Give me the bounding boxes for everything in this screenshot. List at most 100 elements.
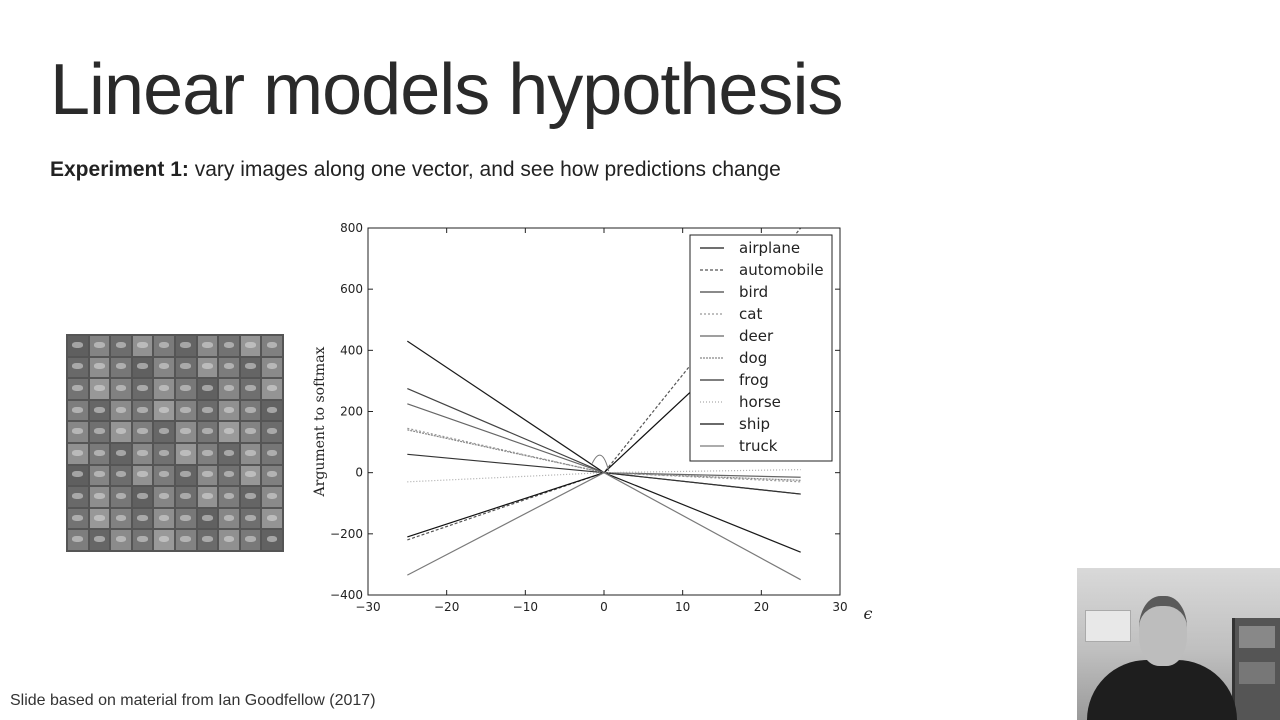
image-thumbnail bbox=[132, 530, 153, 550]
image-thumbnail bbox=[176, 422, 196, 442]
image-thumbnail bbox=[111, 444, 131, 464]
x-tick-label: −30 bbox=[355, 600, 380, 614]
image-thumbnail bbox=[68, 422, 88, 442]
image-thumbnail bbox=[197, 444, 218, 464]
image-thumbnail bbox=[89, 508, 110, 529]
image-thumbnail bbox=[219, 487, 239, 507]
image-thumbnail bbox=[240, 465, 261, 486]
image-thumbnail bbox=[219, 400, 239, 421]
legend-label-horse: horse bbox=[739, 393, 781, 411]
image-thumbnail bbox=[132, 400, 153, 421]
legend-label-automobile: automobile bbox=[739, 261, 824, 279]
image-thumbnail bbox=[89, 530, 110, 550]
image-thumbnail bbox=[154, 508, 174, 529]
image-thumbnail bbox=[262, 357, 282, 378]
image-thumbnail bbox=[89, 422, 110, 442]
image-thumbnail bbox=[176, 336, 196, 356]
y-tick-label: −200 bbox=[330, 527, 363, 541]
x-tick-label: −20 bbox=[434, 600, 459, 614]
x-tick-label: 10 bbox=[675, 600, 690, 614]
x-tick-label: 0 bbox=[600, 600, 608, 614]
legend-label-ship: ship bbox=[739, 415, 770, 433]
image-thumbnail bbox=[111, 530, 131, 550]
image-thumbnail bbox=[111, 422, 131, 442]
image-thumbnail bbox=[262, 465, 282, 486]
y-tick-label: 400 bbox=[340, 343, 363, 357]
image-thumbnail bbox=[262, 444, 282, 464]
image-thumbnail bbox=[262, 530, 282, 550]
legend-box bbox=[689, 234, 833, 462]
image-thumbnail bbox=[132, 487, 153, 507]
image-thumbnail bbox=[132, 508, 153, 529]
image-thumbnail bbox=[240, 508, 261, 529]
image-thumbnail bbox=[240, 400, 261, 421]
y-tick-label: 800 bbox=[340, 221, 363, 235]
webcam-overlay bbox=[1077, 568, 1280, 720]
bookshelf bbox=[1232, 618, 1280, 720]
image-thumbnail bbox=[68, 508, 88, 529]
image-thumbnail bbox=[89, 379, 110, 399]
image-thumbnail bbox=[240, 357, 261, 378]
image-thumbnail bbox=[219, 508, 239, 529]
x-tick-label: 30 bbox=[832, 600, 847, 614]
image-thumbnail bbox=[68, 465, 88, 486]
y-tick-label: 200 bbox=[340, 405, 363, 419]
x-axis-label: ϵ bbox=[864, 604, 873, 623]
image-thumbnail bbox=[176, 465, 196, 486]
image-thumbnail bbox=[262, 508, 282, 529]
image-thumbnail bbox=[176, 508, 196, 529]
footer-credit: Slide based on material from Ian Goodfel… bbox=[10, 692, 376, 709]
image-thumbnail bbox=[262, 400, 282, 421]
image-thumbnail bbox=[197, 530, 218, 550]
image-thumbnail bbox=[111, 465, 131, 486]
legend-label-deer: deer bbox=[739, 327, 774, 345]
image-thumbnail bbox=[111, 336, 131, 356]
image-thumbnail bbox=[154, 444, 174, 464]
image-thumbnail bbox=[262, 336, 282, 356]
legend-label-truck: truck bbox=[739, 437, 778, 455]
legend-label-frog: frog bbox=[739, 371, 769, 389]
slide-title: Linear models hypothesis bbox=[50, 50, 843, 130]
image-thumbnail bbox=[197, 508, 218, 529]
image-thumbnail bbox=[154, 336, 174, 356]
image-thumbnail bbox=[197, 357, 218, 378]
image-thumbnail bbox=[132, 465, 153, 486]
image-thumbnail bbox=[219, 336, 239, 356]
image-thumbnail bbox=[132, 444, 153, 464]
image-thumbnail bbox=[132, 379, 153, 399]
image-thumbnail bbox=[111, 400, 131, 421]
subtitle-text: vary images along one vector, and see ho… bbox=[188, 158, 781, 181]
image-thumbnail bbox=[176, 530, 196, 550]
image-thumbnail bbox=[111, 508, 131, 529]
image-thumbnail bbox=[197, 422, 218, 442]
image-thumbnail bbox=[262, 422, 282, 442]
legend-label-cat: cat bbox=[739, 305, 762, 323]
image-thumbnail bbox=[176, 379, 196, 399]
presenter-head bbox=[1139, 596, 1187, 666]
image-thumbnail bbox=[240, 530, 261, 550]
image-thumbnail bbox=[154, 400, 174, 421]
origin-bump-line bbox=[591, 454, 610, 472]
image-thumbnail bbox=[132, 422, 153, 442]
image-thumbnail bbox=[262, 487, 282, 507]
y-tick-label: −400 bbox=[330, 588, 363, 602]
image-thumbnail bbox=[68, 336, 88, 356]
series-line-truck bbox=[407, 471, 801, 581]
image-thumbnail bbox=[68, 530, 88, 550]
image-thumbnail bbox=[176, 444, 196, 464]
image-thumbnail bbox=[219, 422, 239, 442]
image-thumbnail bbox=[89, 400, 110, 421]
image-thumbnail bbox=[154, 487, 174, 507]
image-thumbnail bbox=[132, 357, 153, 378]
image-thumbnail bbox=[68, 444, 88, 464]
image-thumbnail bbox=[176, 487, 196, 507]
x-tick-label: 20 bbox=[754, 600, 769, 614]
image-thumbnail bbox=[197, 465, 218, 486]
image-thumbnail bbox=[219, 465, 239, 486]
image-thumbnail bbox=[89, 444, 110, 464]
image-thumbnail bbox=[176, 400, 196, 421]
image-thumbnail bbox=[219, 379, 239, 399]
image-grid bbox=[66, 334, 284, 552]
wall-poster bbox=[1085, 610, 1131, 642]
image-thumbnail bbox=[262, 379, 282, 399]
